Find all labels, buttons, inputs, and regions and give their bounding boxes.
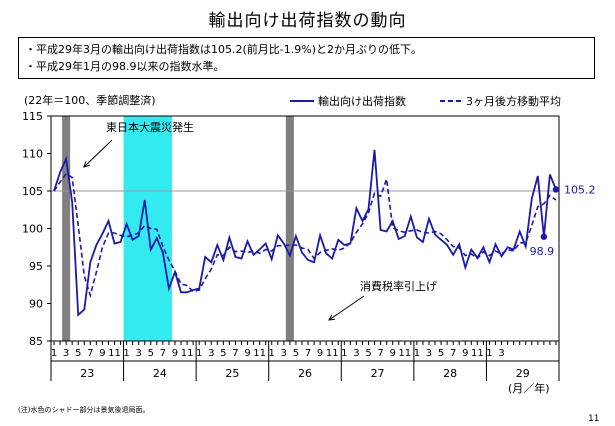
event-bar bbox=[285, 116, 294, 341]
page-title: 輸出向け出荷指数の動向 bbox=[208, 11, 407, 31]
x-tick-label: 11 bbox=[398, 348, 411, 359]
y-tick-label: 95 bbox=[29, 260, 43, 273]
x-tick-label: 5 bbox=[75, 348, 81, 359]
y-tick-label: 110 bbox=[22, 148, 43, 161]
x-tick-label: 7 bbox=[232, 348, 238, 359]
x-tick-label: 9 bbox=[99, 348, 105, 359]
x-tick-label: 5 bbox=[365, 348, 371, 359]
legend-label-series-2: 3ヶ月後方移動平均 bbox=[466, 94, 561, 108]
x-tick-label: 3 bbox=[498, 348, 504, 359]
point-label: 105.2 bbox=[564, 184, 596, 197]
x-tick-label: 1 bbox=[123, 348, 129, 359]
event-label: 消費税率引上げ bbox=[360, 279, 437, 293]
x-tick-label: 3 bbox=[353, 348, 359, 359]
event-arrow-head bbox=[83, 161, 90, 168]
point-marker bbox=[552, 186, 560, 193]
x-tick-label: 9 bbox=[390, 348, 396, 359]
x-tick-label: 1 bbox=[51, 348, 57, 359]
y-tick-label: 115 bbox=[22, 110, 43, 123]
legend-label-series-1: 輸出向け出荷指数 bbox=[318, 94, 406, 108]
summary-bullet-2: ・平成29年1月の98.9以来の指数水準。 bbox=[25, 60, 225, 73]
x-unit-label: (月／年) bbox=[508, 381, 550, 395]
x-tick-label: 3 bbox=[63, 348, 69, 359]
x-tick-label: 3 bbox=[426, 348, 432, 359]
summary-bullet-1: ・平成29年3月の輸出向け出荷指数は105.2(前月比-1.9%)と2か月ぶりの… bbox=[25, 43, 422, 56]
x-tick-label: 1 bbox=[269, 348, 275, 359]
event-arrow-line bbox=[83, 139, 113, 168]
y-tick-label: 90 bbox=[29, 298, 43, 311]
event-arrow-head bbox=[328, 314, 336, 321]
y-unit-label: (22年＝100、季節調整済) bbox=[24, 93, 156, 107]
legend: 輸出向け出荷指数 3ヶ月後方移動平均 bbox=[290, 94, 561, 108]
x-tick-label: 5 bbox=[293, 348, 299, 359]
x-year-label: 27 bbox=[371, 367, 385, 380]
y-tick-label: 85 bbox=[29, 335, 43, 348]
x-year-label: 23 bbox=[80, 367, 94, 380]
x-year-label: 28 bbox=[443, 367, 457, 380]
x-tick-label: 5 bbox=[220, 348, 226, 359]
x-year-label: 29 bbox=[516, 367, 530, 380]
point-label: 98.9 bbox=[530, 245, 555, 258]
x-year-label: 25 bbox=[225, 367, 239, 380]
x-tick-label: 9 bbox=[317, 348, 323, 359]
x-tick-label: 11 bbox=[471, 348, 484, 359]
x-tick-label: 1 bbox=[341, 348, 347, 359]
x-tick-label: 7 bbox=[377, 348, 383, 359]
x-tick-label: 7 bbox=[160, 348, 166, 359]
y-tick-label: 105 bbox=[22, 185, 43, 198]
series-line-shipment-index bbox=[53, 149, 557, 317]
x-tick-label: 3 bbox=[281, 348, 287, 359]
y-tick-label: 100 bbox=[22, 223, 43, 236]
x-tick-label: 1 bbox=[196, 348, 202, 359]
footnote: (注)水色のシャドー部分は景気後退局面。 bbox=[18, 406, 150, 414]
x-tick-label: 3 bbox=[208, 348, 214, 359]
x-tick-label: 11 bbox=[253, 348, 266, 359]
x-tick-label: 1 bbox=[486, 348, 492, 359]
x-tick-label: 9 bbox=[244, 348, 250, 359]
series-line-moving-average bbox=[53, 172, 557, 299]
x-tick-label: 7 bbox=[305, 348, 311, 359]
summary-box: ・平成29年3月の輸出向け出荷指数は105.2(前月比-1.9%)と2か月ぶりの… bbox=[18, 37, 595, 79]
x-tick-label: 11 bbox=[326, 348, 339, 359]
event-arrow-line bbox=[328, 295, 365, 321]
x-tick-label: 7 bbox=[87, 348, 93, 359]
x-tick-label: 5 bbox=[438, 348, 444, 359]
point-marker bbox=[540, 233, 548, 240]
x-year-label: 26 bbox=[298, 367, 312, 380]
x-tick-label: 9 bbox=[172, 348, 178, 359]
page-number: 11 bbox=[588, 414, 600, 424]
x-tick-label: 3 bbox=[136, 348, 142, 359]
x-tick-label: 5 bbox=[148, 348, 154, 359]
x-tick-label: 11 bbox=[108, 348, 121, 359]
event-bar bbox=[62, 116, 71, 341]
x-year-label: 24 bbox=[153, 367, 167, 380]
x-tick-label: 9 bbox=[462, 348, 468, 359]
x-tick-label: 1 bbox=[414, 348, 420, 359]
event-label: 東日本大震災発生 bbox=[106, 120, 194, 134]
x-tick-label: 11 bbox=[181, 348, 194, 359]
x-tick-label: 7 bbox=[450, 348, 456, 359]
